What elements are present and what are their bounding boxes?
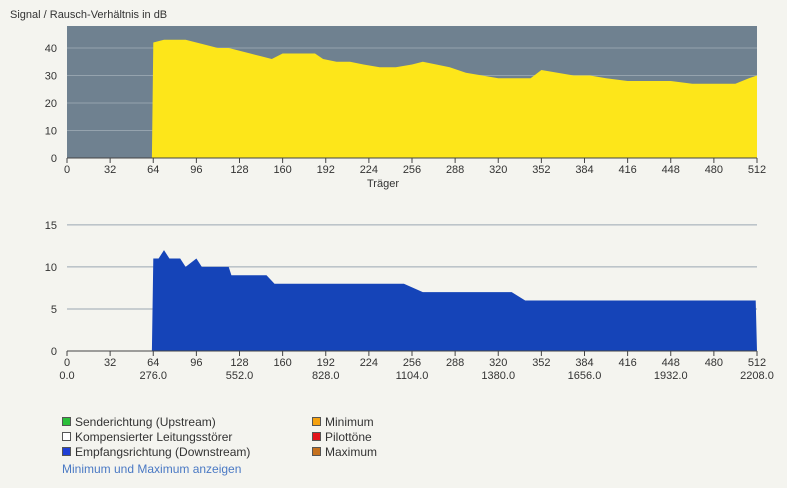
pilot-swatch (312, 432, 321, 441)
bits-x-tick-frequency-label: 2208.0 (740, 370, 774, 382)
upstream-swatch (62, 417, 71, 426)
bits-y-tick-label: 0 (51, 346, 57, 358)
bits-x-tick-label: 224 (360, 357, 378, 369)
legend-label-upstream: Senderichtung (Upstream) (75, 414, 216, 429)
bits-x-tick-frequency-label: 828.0 (312, 370, 340, 382)
legend-label-crosstalk: Kompensierter Leitungsstörer (75, 429, 233, 444)
bits-x-tick-frequency-label: 1656.0 (568, 370, 602, 382)
snr-x-tick-label: 384 (575, 164, 593, 176)
snr-x-tick-label: 0 (64, 164, 70, 176)
snr-x-tick-label: 32 (104, 164, 116, 176)
snr-x-tick-label: 512 (748, 164, 766, 176)
bits-x-tick-label: 288 (446, 357, 464, 369)
snr-y-tick-label: 40 (45, 43, 57, 55)
bits-x-tick-frequency-label: 1104.0 (396, 370, 429, 382)
bits-y-tick-label: 10 (45, 262, 57, 274)
snr-x-tick-label: 128 (230, 164, 248, 176)
snr-x-tick-label: 160 (273, 164, 291, 176)
bits-x-tick-label: 64 (147, 357, 159, 369)
bits-x-tick-label: 128 (230, 357, 248, 369)
bits-x-tick-label: 192 (317, 357, 335, 369)
snr-y-tick-label: 20 (45, 98, 57, 110)
maximum-swatch (312, 447, 321, 456)
snr-x-tick-label: 224 (360, 164, 378, 176)
snr-chart-title: Signal / Rausch-Verhältnis in dB (10, 9, 167, 21)
snr-y-ticks: 0 10 20 30 40 (45, 43, 57, 165)
downstream-swatch (62, 447, 71, 456)
bits-x-tick-label: 480 (705, 357, 723, 369)
snr-x-tick-label: 416 (618, 164, 636, 176)
snr-y-tick-label: 30 (45, 71, 57, 83)
legend-item-crosstalk: Kompensierter Leitungsstörer (62, 429, 250, 444)
snr-series-area (67, 39, 757, 158)
bits-x-tick-label: 512 (748, 357, 766, 369)
bits-x-tick-frequency-label: 552.0 (226, 370, 254, 382)
legend-item-maximum: Maximum (312, 444, 377, 459)
bits-x-tick-frequency-label: 276.0 (139, 370, 167, 382)
snr-y-tick-label: 0 (51, 153, 57, 165)
snr-x-tick-label: 480 (705, 164, 723, 176)
legend-label-minimum: Minimum (325, 414, 374, 429)
legend-left: Senderichtung (Upstream) Kompensierter L… (62, 414, 250, 459)
bits-x-tick-label: 416 (618, 357, 636, 369)
snr-x-tick-label: 256 (403, 164, 421, 176)
minimum-swatch (312, 417, 321, 426)
bits-x-tick-label: 384 (575, 357, 593, 369)
legend-label-maximum: Maximum (325, 444, 378, 459)
bits-x-tick-label: 96 (190, 357, 202, 369)
snr-x-ticks: 0 32 64 96 128 160 192 224 256 288 320 352 384 416 448… (64, 158, 766, 176)
crosstalk-swatch (62, 432, 71, 441)
legend-item-upstream: Senderichtung (Upstream) (62, 414, 250, 429)
bits-x-tick-frequency-label: 0.0 (59, 370, 74, 382)
legend-item-minimum: Minimum (312, 414, 377, 429)
snr-x-axis-label: Träger (367, 178, 399, 190)
snr-x-tick-label: 96 (190, 164, 202, 176)
bits-x-tick-frequency-label: 1380.0 (481, 370, 515, 382)
bits-x-tick-label: 256 (403, 357, 421, 369)
snr-x-tick-label: 352 (532, 164, 550, 176)
snr-chart: 0 10 20 30 40 0 32 64 96 128 160 192 224 256 288 320 35… (45, 26, 766, 190)
bits-chart: 0 5 10 15 0 32 64 96 128 160 192 224 256 288 320 352 38… (45, 220, 774, 382)
bits-y-tick-label: 15 (45, 220, 57, 232)
legend-item-downstream: Empfangsrichtung (Downstream) (62, 444, 250, 459)
bits-x-ticks-frequency: 0.0 276.0 552.0 828.0 1104.0 1380.0 1656.0 1932… (59, 370, 773, 382)
legend-right: Minimum Pilottöne Maximum (312, 414, 377, 459)
snr-x-tick-label: 64 (147, 164, 159, 176)
bits-x-ticks: 0 32 64 96 128 160 192 224 256 288 320 352 384 416 448… (64, 351, 766, 369)
legend-item-pilot: Pilottöne (312, 429, 377, 444)
bits-x-tick-label: 32 (104, 357, 116, 369)
legend-label-downstream: Empfangsrichtung (Downstream) (75, 444, 251, 459)
bits-series-area (67, 250, 757, 351)
snr-x-tick-label: 320 (489, 164, 507, 176)
bits-x-tick-label: 320 (489, 357, 507, 369)
snr-y-tick-label: 10 (45, 126, 57, 138)
bits-x-tick-label: 448 (662, 357, 680, 369)
bits-y-ticks: 0 5 10 15 (45, 220, 57, 358)
show-min-max-link[interactable]: Minimum und Maximum anzeigen (62, 462, 242, 476)
bits-x-tick-label: 160 (273, 357, 291, 369)
bits-x-tick-label: 0 (64, 357, 70, 369)
bits-x-tick-frequency-label: 1932.0 (654, 370, 688, 382)
snr-x-tick-label: 288 (446, 164, 464, 176)
snr-x-tick-label: 192 (317, 164, 335, 176)
legend-label-pilot: Pilottöne (325, 429, 372, 444)
bits-x-tick-label: 352 (532, 357, 550, 369)
snr-x-tick-label: 448 (662, 164, 680, 176)
bits-y-tick-label: 5 (51, 304, 57, 316)
